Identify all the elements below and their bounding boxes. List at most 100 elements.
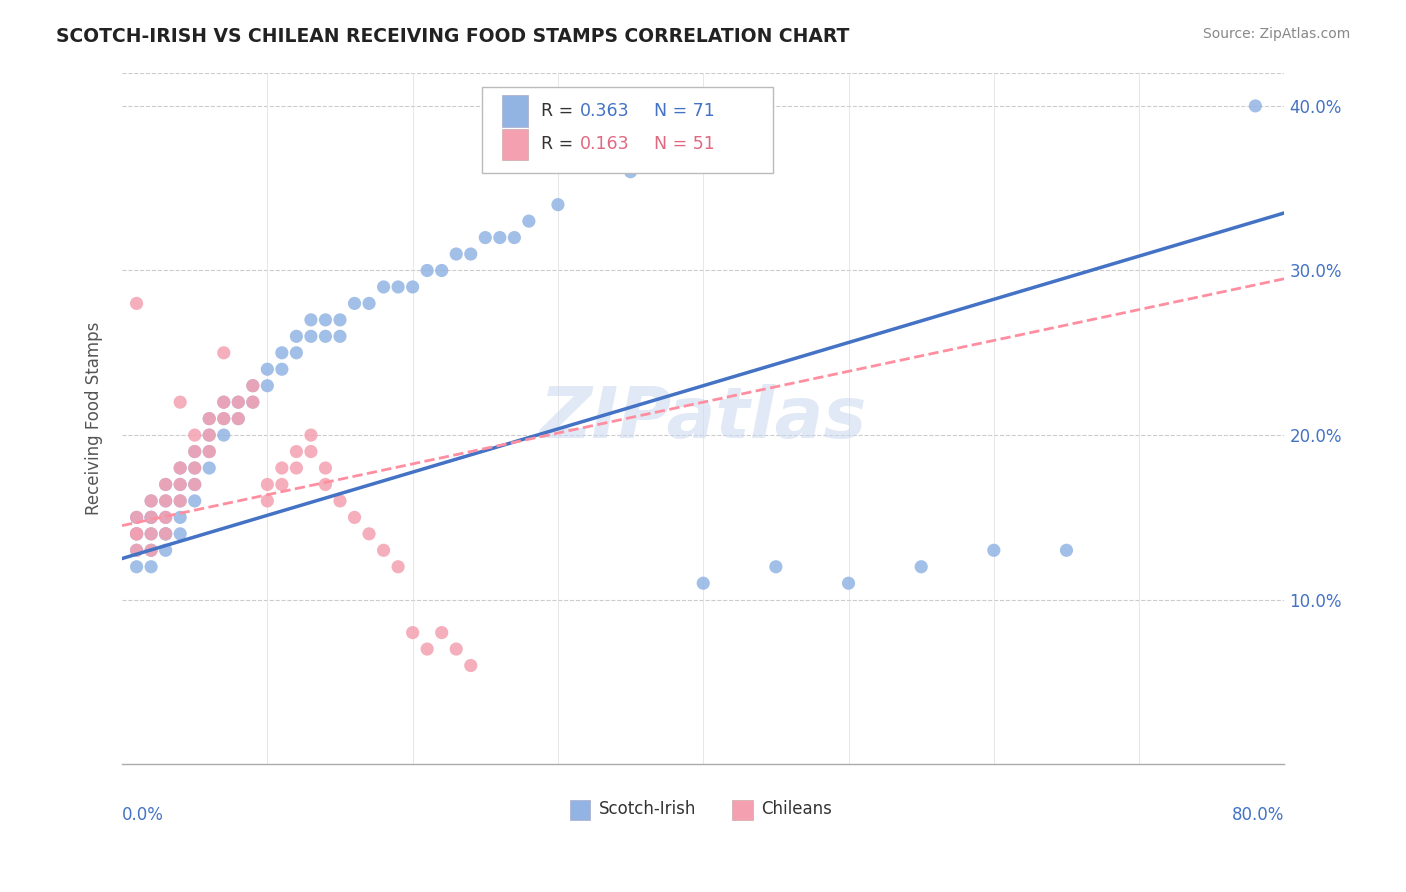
Point bbox=[226, 395, 249, 409]
Point bbox=[125, 526, 148, 541]
Point bbox=[125, 296, 148, 310]
Point bbox=[910, 559, 932, 574]
Point bbox=[198, 444, 221, 458]
Text: N = 71: N = 71 bbox=[654, 102, 716, 120]
Point bbox=[270, 477, 292, 491]
Point bbox=[169, 477, 191, 491]
Point bbox=[285, 461, 308, 475]
Point bbox=[183, 444, 205, 458]
Point bbox=[444, 642, 467, 657]
Point bbox=[270, 362, 292, 376]
Text: N = 51: N = 51 bbox=[654, 136, 716, 153]
Text: SCOTCH-IRISH VS CHILEAN RECEIVING FOOD STAMPS CORRELATION CHART: SCOTCH-IRISH VS CHILEAN RECEIVING FOOD S… bbox=[56, 27, 849, 45]
Point bbox=[212, 395, 235, 409]
Point bbox=[139, 559, 162, 574]
Point bbox=[212, 346, 235, 360]
Point bbox=[416, 263, 439, 277]
Point bbox=[139, 510, 162, 524]
Point bbox=[169, 494, 191, 508]
Point bbox=[226, 411, 249, 425]
Point bbox=[155, 526, 177, 541]
Text: Scotch-Irish: Scotch-Irish bbox=[599, 800, 696, 818]
Text: R =: R = bbox=[540, 102, 578, 120]
Point bbox=[212, 411, 235, 425]
Point bbox=[212, 395, 235, 409]
Point bbox=[125, 526, 148, 541]
Point bbox=[226, 395, 249, 409]
Point bbox=[285, 346, 308, 360]
Point bbox=[125, 526, 148, 541]
Point bbox=[373, 280, 395, 294]
Point bbox=[401, 280, 423, 294]
FancyBboxPatch shape bbox=[733, 800, 754, 820]
Point bbox=[183, 477, 205, 491]
Point bbox=[838, 576, 860, 591]
FancyBboxPatch shape bbox=[502, 128, 527, 160]
FancyBboxPatch shape bbox=[569, 800, 591, 820]
Point bbox=[198, 411, 221, 425]
Point bbox=[125, 510, 148, 524]
Point bbox=[139, 543, 162, 558]
Point bbox=[155, 543, 177, 558]
Point bbox=[169, 461, 191, 475]
Point bbox=[226, 411, 249, 425]
Point bbox=[169, 510, 191, 524]
Text: ZIPatlas: ZIPatlas bbox=[540, 384, 868, 453]
Point bbox=[373, 543, 395, 558]
Point bbox=[183, 494, 205, 508]
Point bbox=[285, 329, 308, 343]
Point bbox=[314, 477, 336, 491]
Point bbox=[256, 494, 278, 508]
Point bbox=[460, 658, 482, 673]
Point bbox=[198, 411, 221, 425]
Point bbox=[139, 510, 162, 524]
Point bbox=[270, 461, 292, 475]
Point bbox=[139, 526, 162, 541]
Point bbox=[357, 296, 380, 310]
Point bbox=[125, 543, 148, 558]
Point bbox=[139, 510, 162, 524]
Point bbox=[139, 526, 162, 541]
Point bbox=[401, 625, 423, 640]
Point bbox=[387, 559, 409, 574]
Point bbox=[314, 313, 336, 327]
Y-axis label: Receiving Food Stamps: Receiving Food Stamps bbox=[86, 322, 103, 516]
Point bbox=[314, 329, 336, 343]
Point bbox=[357, 526, 380, 541]
Point bbox=[285, 444, 308, 458]
Text: R =: R = bbox=[540, 136, 578, 153]
Text: 0.363: 0.363 bbox=[581, 102, 630, 120]
Point bbox=[256, 477, 278, 491]
Point bbox=[198, 444, 221, 458]
Point bbox=[212, 411, 235, 425]
Text: Source: ZipAtlas.com: Source: ZipAtlas.com bbox=[1202, 27, 1350, 41]
Point bbox=[460, 247, 482, 261]
Point bbox=[256, 362, 278, 376]
Point bbox=[1244, 99, 1267, 113]
Point bbox=[183, 428, 205, 442]
Point bbox=[299, 444, 322, 458]
Point bbox=[169, 526, 191, 541]
Point bbox=[198, 461, 221, 475]
FancyBboxPatch shape bbox=[502, 95, 527, 127]
Point bbox=[343, 296, 366, 310]
Point bbox=[169, 477, 191, 491]
Point bbox=[430, 625, 453, 640]
Text: 0.0%: 0.0% bbox=[122, 805, 165, 823]
Point bbox=[242, 378, 264, 392]
Point bbox=[169, 395, 191, 409]
Point bbox=[692, 576, 714, 591]
Point bbox=[488, 230, 510, 244]
Point bbox=[474, 230, 496, 244]
Point bbox=[198, 428, 221, 442]
Point bbox=[155, 494, 177, 508]
Point bbox=[155, 510, 177, 524]
Point bbox=[983, 543, 1005, 558]
Point bbox=[242, 378, 264, 392]
Point bbox=[139, 494, 162, 508]
Point bbox=[329, 494, 352, 508]
Point bbox=[139, 543, 162, 558]
Point bbox=[517, 214, 540, 228]
Text: 0.163: 0.163 bbox=[581, 136, 630, 153]
Point bbox=[183, 444, 205, 458]
